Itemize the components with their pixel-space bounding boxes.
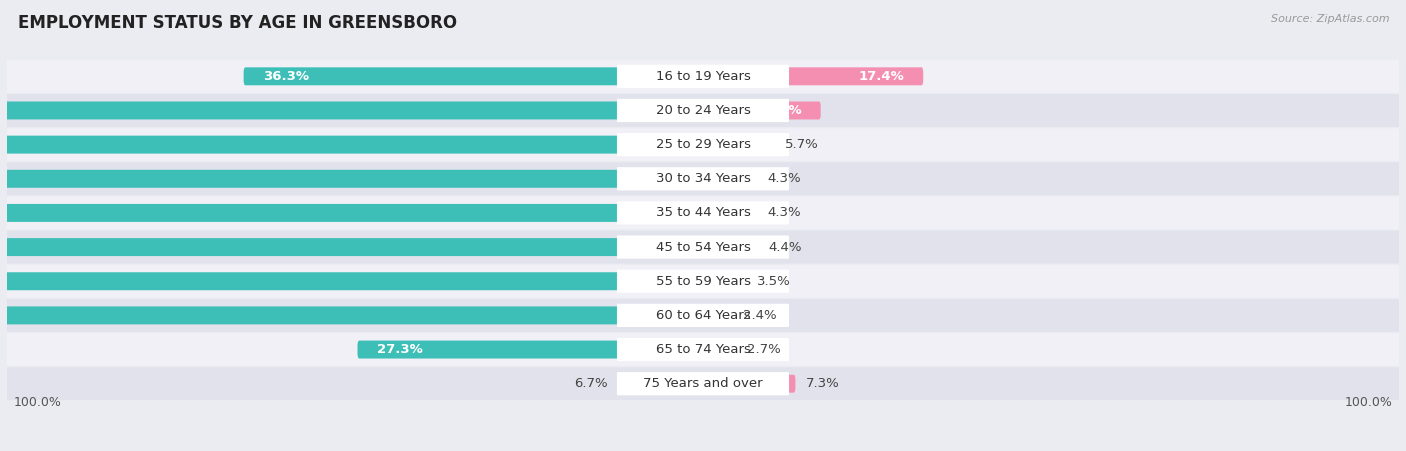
FancyBboxPatch shape xyxy=(703,170,758,188)
FancyBboxPatch shape xyxy=(7,299,1399,332)
FancyBboxPatch shape xyxy=(7,60,1399,93)
FancyBboxPatch shape xyxy=(243,67,703,85)
Text: 100.0%: 100.0% xyxy=(1344,396,1392,409)
FancyBboxPatch shape xyxy=(703,272,748,290)
FancyBboxPatch shape xyxy=(7,162,1399,195)
FancyBboxPatch shape xyxy=(0,170,703,188)
Text: 25 to 29 Years: 25 to 29 Years xyxy=(655,138,751,151)
FancyBboxPatch shape xyxy=(7,231,1399,263)
Text: 2.4%: 2.4% xyxy=(744,309,778,322)
Text: 55 to 59 Years: 55 to 59 Years xyxy=(655,275,751,288)
FancyBboxPatch shape xyxy=(703,204,758,222)
FancyBboxPatch shape xyxy=(0,238,703,256)
FancyBboxPatch shape xyxy=(7,367,1399,400)
Text: Source: ZipAtlas.com: Source: ZipAtlas.com xyxy=(1271,14,1389,23)
FancyBboxPatch shape xyxy=(7,333,1399,366)
FancyBboxPatch shape xyxy=(703,67,924,85)
Text: 16 to 19 Years: 16 to 19 Years xyxy=(655,70,751,83)
Text: 4.3%: 4.3% xyxy=(768,172,801,185)
FancyBboxPatch shape xyxy=(703,136,775,154)
FancyBboxPatch shape xyxy=(703,238,759,256)
FancyBboxPatch shape xyxy=(7,128,1399,161)
FancyBboxPatch shape xyxy=(617,64,789,88)
Text: 36.3%: 36.3% xyxy=(263,70,309,83)
FancyBboxPatch shape xyxy=(617,304,789,327)
Text: 9.3%: 9.3% xyxy=(765,104,801,117)
Text: 30 to 34 Years: 30 to 34 Years xyxy=(655,172,751,185)
Text: 60 to 64 Years: 60 to 64 Years xyxy=(655,309,751,322)
Text: 27.3%: 27.3% xyxy=(377,343,422,356)
FancyBboxPatch shape xyxy=(619,375,703,393)
FancyBboxPatch shape xyxy=(617,338,789,361)
Text: 100.0%: 100.0% xyxy=(14,396,62,409)
FancyBboxPatch shape xyxy=(617,270,789,293)
FancyBboxPatch shape xyxy=(617,201,789,225)
FancyBboxPatch shape xyxy=(0,204,703,222)
Text: 7.3%: 7.3% xyxy=(806,377,839,390)
FancyBboxPatch shape xyxy=(0,136,703,154)
Text: 75 Years and over: 75 Years and over xyxy=(643,377,763,390)
Text: EMPLOYMENT STATUS BY AGE IN GREENSBORO: EMPLOYMENT STATUS BY AGE IN GREENSBORO xyxy=(18,14,457,32)
Text: 2.7%: 2.7% xyxy=(748,343,782,356)
Text: 5.7%: 5.7% xyxy=(785,138,820,151)
Text: 4.4%: 4.4% xyxy=(769,240,803,253)
FancyBboxPatch shape xyxy=(617,372,789,396)
FancyBboxPatch shape xyxy=(357,341,703,359)
FancyBboxPatch shape xyxy=(0,272,703,290)
FancyBboxPatch shape xyxy=(0,306,703,324)
FancyBboxPatch shape xyxy=(617,99,789,122)
FancyBboxPatch shape xyxy=(617,133,789,156)
Text: 17.4%: 17.4% xyxy=(859,70,904,83)
Text: 20 to 24 Years: 20 to 24 Years xyxy=(655,104,751,117)
FancyBboxPatch shape xyxy=(703,101,821,120)
FancyBboxPatch shape xyxy=(703,375,796,393)
Text: 6.7%: 6.7% xyxy=(575,377,607,390)
FancyBboxPatch shape xyxy=(0,101,703,120)
FancyBboxPatch shape xyxy=(7,265,1399,298)
FancyBboxPatch shape xyxy=(617,167,789,190)
FancyBboxPatch shape xyxy=(7,94,1399,127)
FancyBboxPatch shape xyxy=(617,235,789,259)
FancyBboxPatch shape xyxy=(703,306,734,324)
FancyBboxPatch shape xyxy=(7,197,1399,229)
Text: 65 to 74 Years: 65 to 74 Years xyxy=(655,343,751,356)
Text: 4.3%: 4.3% xyxy=(768,207,801,220)
Text: 45 to 54 Years: 45 to 54 Years xyxy=(655,240,751,253)
Text: 3.5%: 3.5% xyxy=(758,275,792,288)
Text: 35 to 44 Years: 35 to 44 Years xyxy=(655,207,751,220)
FancyBboxPatch shape xyxy=(703,341,737,359)
